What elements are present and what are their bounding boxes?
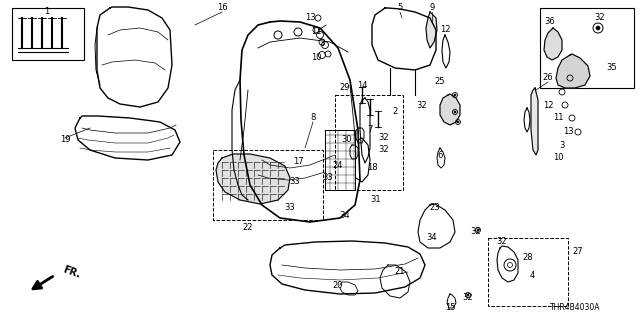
Text: 12: 12 (440, 26, 451, 35)
Circle shape (457, 121, 459, 123)
Text: 14: 14 (356, 81, 367, 90)
Polygon shape (544, 28, 562, 60)
Text: 1: 1 (44, 7, 50, 17)
Text: 11: 11 (311, 28, 321, 36)
Bar (12, 8, 84, 60)
Text: THR4B4030A: THR4B4030A (550, 303, 600, 312)
Text: 32: 32 (417, 100, 428, 109)
Text: 9: 9 (429, 4, 435, 12)
Circle shape (454, 94, 456, 96)
Text: 26: 26 (543, 74, 554, 83)
Text: 32: 32 (379, 133, 389, 142)
Text: 32: 32 (595, 13, 605, 22)
Text: 27: 27 (573, 247, 583, 257)
Text: 3: 3 (559, 140, 564, 149)
Text: 25: 25 (435, 77, 445, 86)
Text: FR.: FR. (62, 264, 82, 280)
Text: 36: 36 (545, 18, 556, 27)
Text: 15: 15 (445, 303, 455, 313)
Text: 18: 18 (367, 164, 378, 172)
Text: 23: 23 (429, 204, 440, 212)
Polygon shape (216, 154, 290, 204)
Text: 35: 35 (607, 63, 618, 73)
Text: 24: 24 (333, 161, 343, 170)
Text: 34: 34 (340, 211, 350, 220)
Text: 16: 16 (217, 4, 227, 12)
Text: 22: 22 (243, 223, 253, 233)
Text: 17: 17 (292, 157, 303, 166)
Text: 33: 33 (285, 204, 296, 212)
Text: 13: 13 (305, 13, 316, 22)
Text: 10: 10 (553, 154, 563, 163)
Text: 29: 29 (340, 84, 350, 92)
Text: 28: 28 (523, 253, 533, 262)
Circle shape (596, 26, 600, 30)
Polygon shape (556, 54, 590, 88)
Circle shape (477, 229, 479, 231)
Text: 5: 5 (397, 4, 403, 12)
Circle shape (454, 111, 456, 113)
Text: 10: 10 (311, 53, 321, 62)
Text: 32: 32 (379, 146, 389, 155)
Text: 21: 21 (395, 268, 405, 276)
Text: 32: 32 (463, 293, 474, 302)
Text: 19: 19 (60, 135, 70, 145)
Text: 33: 33 (290, 178, 300, 187)
Text: 8: 8 (310, 114, 316, 123)
Text: 7: 7 (367, 125, 372, 134)
Text: 3: 3 (319, 39, 324, 49)
Text: 31: 31 (371, 196, 381, 204)
Text: 32: 32 (470, 228, 481, 236)
Polygon shape (440, 94, 460, 125)
Text: 13: 13 (563, 127, 573, 137)
Text: 20: 20 (333, 281, 343, 290)
Polygon shape (531, 88, 538, 155)
Text: 32: 32 (497, 237, 508, 246)
Bar (335, 95, 403, 190)
Text: 6: 6 (437, 150, 443, 159)
Bar (213, 150, 323, 220)
Text: 34: 34 (427, 234, 437, 243)
Text: 11: 11 (553, 114, 563, 123)
Circle shape (467, 294, 469, 296)
Text: 4: 4 (529, 270, 534, 279)
Text: 2: 2 (392, 108, 397, 116)
Text: 12: 12 (543, 100, 553, 109)
Bar (488, 238, 568, 306)
Text: 33: 33 (323, 173, 333, 182)
Text: 30: 30 (342, 135, 352, 145)
Bar (540, 8, 634, 88)
Polygon shape (426, 12, 437, 48)
